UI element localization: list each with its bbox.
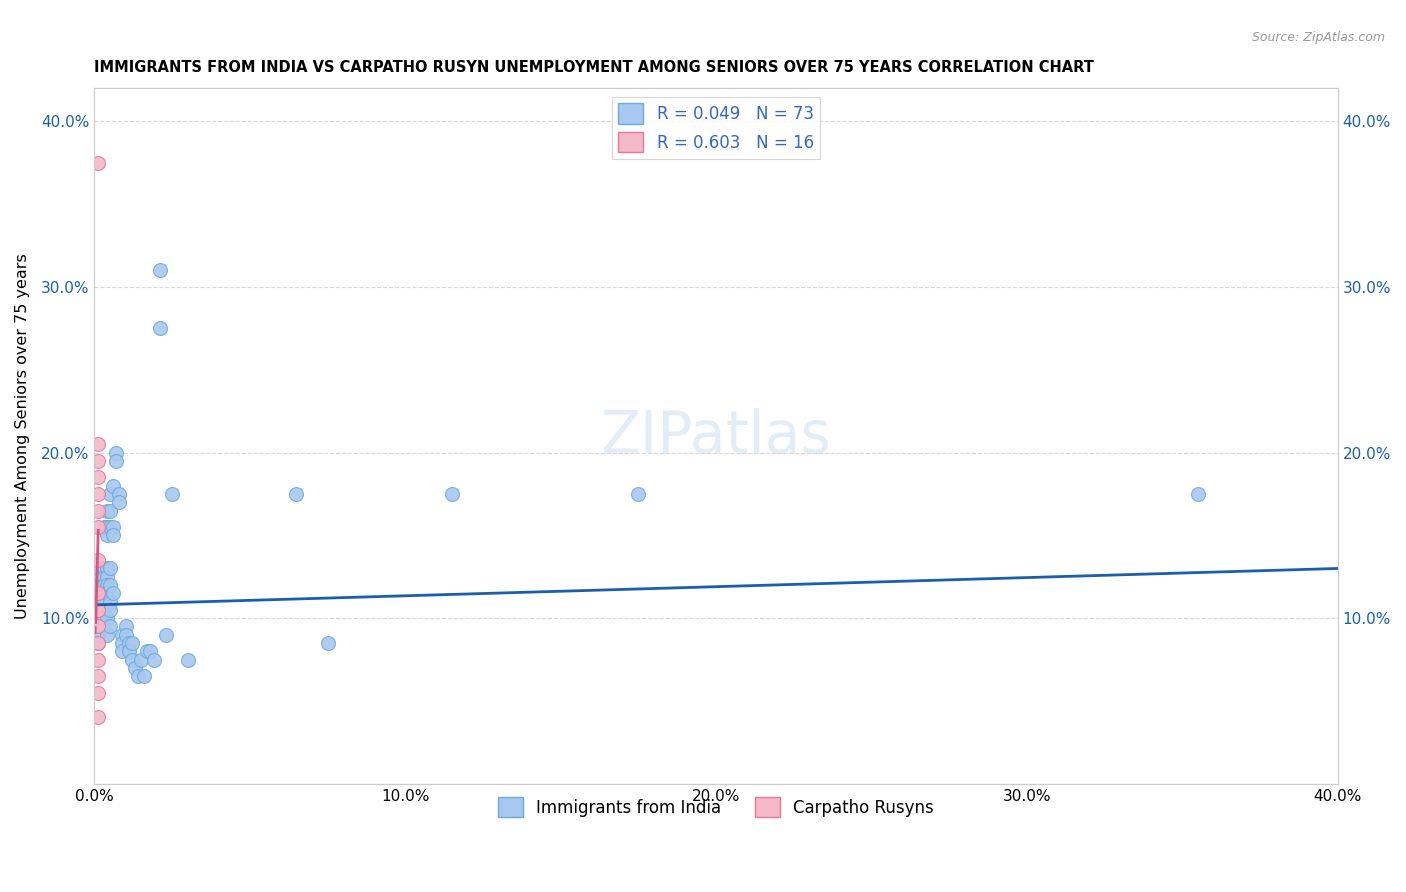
Point xyxy=(86,155,108,169)
Point xyxy=(121,636,143,650)
Point xyxy=(96,586,118,600)
Point xyxy=(86,586,108,600)
Point xyxy=(124,661,146,675)
Point xyxy=(139,644,162,658)
Point xyxy=(93,619,115,633)
Point xyxy=(93,561,115,575)
Point xyxy=(86,553,108,567)
Point xyxy=(98,487,121,501)
Point xyxy=(93,611,115,625)
Point xyxy=(627,487,650,501)
Point xyxy=(86,454,108,468)
Point xyxy=(101,520,124,534)
Point xyxy=(136,644,159,658)
Point xyxy=(86,686,108,700)
Point xyxy=(114,628,136,642)
Point xyxy=(86,669,108,683)
Point xyxy=(96,628,118,642)
Point xyxy=(86,586,108,600)
Point xyxy=(96,520,118,534)
Point xyxy=(149,321,172,335)
Point xyxy=(98,503,121,517)
Point xyxy=(96,503,118,517)
Text: Source: ZipAtlas.com: Source: ZipAtlas.com xyxy=(1251,31,1385,45)
Point xyxy=(155,628,177,642)
Point xyxy=(90,619,112,633)
Point xyxy=(90,570,112,584)
Point xyxy=(93,594,115,608)
Point xyxy=(90,611,112,625)
Point xyxy=(121,652,143,666)
Point xyxy=(98,578,121,592)
Point xyxy=(98,520,121,534)
Point xyxy=(86,520,108,534)
Point xyxy=(134,669,156,683)
Point xyxy=(127,669,149,683)
Point xyxy=(96,561,118,575)
Point xyxy=(101,528,124,542)
Point xyxy=(316,636,339,650)
Point xyxy=(108,487,131,501)
Point xyxy=(142,652,165,666)
Point xyxy=(440,487,463,501)
Point xyxy=(93,578,115,592)
Point xyxy=(93,520,115,534)
Point xyxy=(96,528,118,542)
Point xyxy=(86,561,108,575)
Point xyxy=(86,487,108,501)
Point xyxy=(86,437,108,451)
Point xyxy=(86,619,108,633)
Point xyxy=(105,454,128,468)
Point xyxy=(98,561,121,575)
Point xyxy=(86,619,108,633)
Point xyxy=(96,578,118,592)
Point xyxy=(90,578,112,592)
Point xyxy=(160,487,183,501)
Point xyxy=(86,603,108,617)
Y-axis label: Unemployment Among Seniors over 75 years: Unemployment Among Seniors over 75 years xyxy=(15,253,30,619)
Point xyxy=(86,628,108,642)
Point xyxy=(86,503,108,517)
Point xyxy=(86,710,108,724)
Text: ZIPatlas: ZIPatlas xyxy=(600,408,831,465)
Point xyxy=(177,652,200,666)
Point xyxy=(98,603,121,617)
Point xyxy=(86,652,108,666)
Point xyxy=(118,636,141,650)
Point xyxy=(111,636,134,650)
Text: IMMIGRANTS FROM INDIA VS CARPATHO RUSYN UNEMPLOYMENT AMONG SENIORS OVER 75 YEARS: IMMIGRANTS FROM INDIA VS CARPATHO RUSYN … xyxy=(94,60,1094,75)
Point xyxy=(114,619,136,633)
Point xyxy=(111,644,134,658)
Point xyxy=(111,628,134,642)
Point xyxy=(149,263,172,277)
Point xyxy=(129,652,152,666)
Point xyxy=(118,644,141,658)
Point xyxy=(90,586,112,600)
Point xyxy=(86,611,108,625)
Point xyxy=(90,603,112,617)
Point xyxy=(93,570,115,584)
Point xyxy=(105,445,128,459)
Point xyxy=(1187,487,1209,501)
Legend: Immigrants from India, Carpatho Rusyns: Immigrants from India, Carpatho Rusyns xyxy=(492,790,941,824)
Point xyxy=(101,478,124,492)
Point xyxy=(93,586,115,600)
Point xyxy=(86,636,108,650)
Point xyxy=(93,603,115,617)
Point xyxy=(98,594,121,608)
Point xyxy=(86,636,108,650)
Point xyxy=(101,586,124,600)
Point xyxy=(98,619,121,633)
Point xyxy=(285,487,308,501)
Point xyxy=(86,470,108,484)
Point xyxy=(96,611,118,625)
Point xyxy=(90,594,112,608)
Point xyxy=(96,570,118,584)
Point xyxy=(108,495,131,509)
